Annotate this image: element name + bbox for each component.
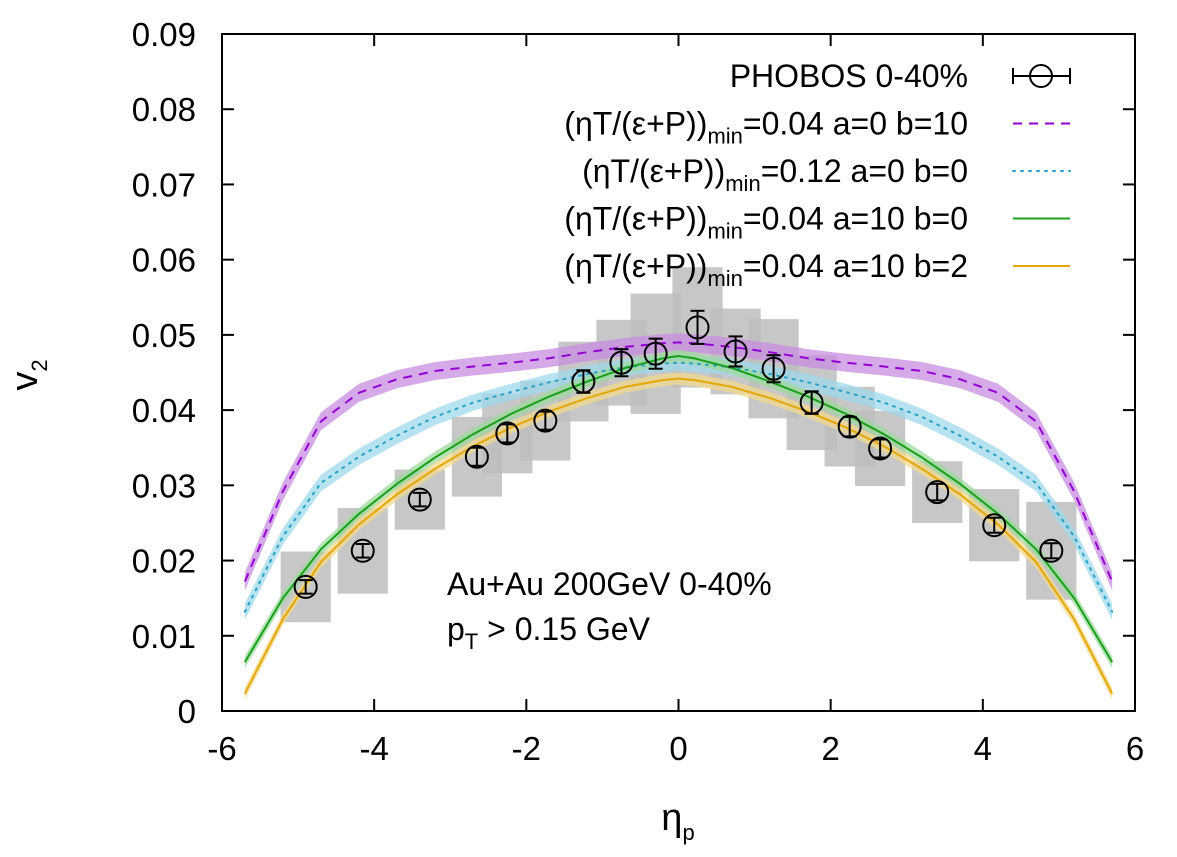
data-marker (837, 414, 862, 439)
x-tick-label: -4 (359, 730, 388, 767)
y-tick-label: 0.05 (132, 317, 196, 354)
y-tick-label: 0.02 (132, 543, 196, 580)
data-marker (533, 408, 558, 433)
data-marker (464, 444, 489, 469)
x-tick-label: 2 (821, 730, 839, 767)
data-marker (571, 369, 596, 394)
series-line-3 (243, 377, 1114, 695)
y-tick-label: 0 (178, 693, 196, 730)
data-marker (643, 341, 668, 366)
data-marker (925, 480, 950, 505)
annotation-line-1: Au+Au 200GeV 0-40% (447, 566, 772, 602)
series-band-3 (244, 372, 1113, 700)
x-tick-label: -2 (512, 730, 541, 767)
series-line-0 (243, 341, 1114, 583)
data-point (799, 390, 824, 415)
data-marker (495, 421, 520, 446)
data-point (761, 354, 786, 384)
series-line-1 (243, 361, 1114, 613)
data-marker (350, 538, 375, 563)
y-tick-label: 0.06 (132, 242, 196, 279)
data-point (464, 444, 489, 469)
annotation-line-2: pT > 0.15 GeV (447, 611, 651, 654)
data-marker (1039, 538, 1064, 563)
data-point (293, 574, 318, 599)
x-tick-label: 4 (974, 730, 992, 767)
data-point (982, 513, 1007, 538)
data-marker (293, 574, 318, 599)
data-point (925, 480, 950, 505)
y-tick-label: 0.07 (132, 166, 196, 203)
legend-label-1: (ηT/(ε+P))min=0.12 a=0 b=0 (582, 153, 968, 196)
y-tick-label: 0.04 (132, 392, 196, 429)
data-point (837, 414, 862, 439)
data-marker (982, 513, 1007, 538)
data-point (533, 408, 558, 433)
legend-label-data: PHOBOS 0-40% (730, 58, 968, 94)
data-marker (685, 315, 710, 340)
x-tick-label: 6 (1126, 730, 1144, 767)
y-tick-label: 0.08 (132, 91, 196, 128)
data-point (571, 369, 596, 394)
data-point (609, 348, 634, 378)
data-marker (407, 487, 432, 512)
data-point (495, 421, 520, 446)
x-tick-label: -6 (207, 730, 236, 767)
data-marker (723, 339, 748, 364)
legend-label-0: (ηT/(ε+P))min=0.04 a=0 b=10 (564, 106, 968, 149)
legend-label-3: (ηT/(ε+P))min=0.04 a=10 b=2 (564, 248, 968, 291)
data-marker (868, 436, 893, 461)
y-tick-label: 0.09 (132, 16, 196, 53)
data-point (1039, 538, 1064, 563)
data-point (350, 538, 375, 563)
y-axis-label: v2 (4, 359, 52, 390)
legend-sample-marker (1029, 64, 1053, 88)
x-tick-label: 0 (669, 730, 687, 767)
data-point (407, 487, 432, 512)
data-marker (799, 390, 824, 415)
legend-label-2: (ηT/(ε+P))min=0.04 a=10 b=0 (564, 201, 968, 244)
data-marker (609, 350, 634, 375)
y-tick-label: 0.03 (132, 467, 196, 504)
data-point (723, 335, 748, 368)
series-line-2 (243, 354, 1114, 663)
data-point (868, 436, 893, 461)
data-point (643, 337, 668, 370)
y-tick-label: 0.01 (132, 618, 196, 655)
x-axis-label: ηp (661, 797, 694, 845)
data-marker (761, 356, 786, 381)
data-point (685, 309, 710, 345)
